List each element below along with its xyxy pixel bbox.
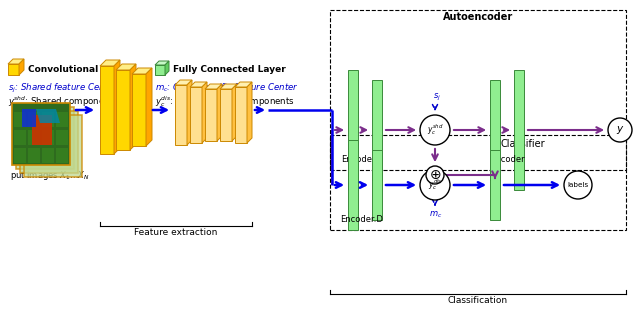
Text: Feature extraction: Feature extraction	[134, 228, 218, 237]
Polygon shape	[187, 80, 192, 145]
Text: Classification: Classification	[448, 296, 508, 305]
Polygon shape	[12, 103, 70, 165]
Text: $y$: $y$	[616, 124, 624, 136]
Polygon shape	[372, 150, 382, 220]
Text: $m_c$: Class specific feature Center: $m_c$: Class specific feature Center	[155, 82, 299, 94]
FancyBboxPatch shape	[42, 112, 54, 127]
Text: $s_j$: $s_j$	[433, 92, 441, 103]
Polygon shape	[114, 60, 120, 154]
Polygon shape	[130, 64, 136, 150]
Polygon shape	[220, 89, 232, 141]
Polygon shape	[175, 85, 187, 145]
Polygon shape	[36, 109, 60, 123]
FancyBboxPatch shape	[28, 130, 40, 145]
Polygon shape	[8, 59, 24, 64]
Text: put images $X_1 \ldots X_N$: put images $X_1 \ldots X_N$	[10, 169, 90, 182]
Polygon shape	[32, 115, 52, 145]
Polygon shape	[16, 107, 74, 169]
Text: Autoencoder: Autoencoder	[443, 12, 513, 22]
Text: $s_j$: Shared feature Center: $s_j$: Shared feature Center	[8, 82, 119, 95]
Text: Classifier: Classifier	[500, 139, 545, 149]
FancyBboxPatch shape	[56, 130, 68, 145]
Polygon shape	[22, 109, 36, 127]
Polygon shape	[24, 115, 82, 177]
Text: Decoder: Decoder	[489, 155, 525, 164]
Polygon shape	[490, 150, 500, 220]
Polygon shape	[146, 68, 152, 146]
Polygon shape	[100, 60, 120, 66]
Polygon shape	[19, 59, 24, 75]
FancyBboxPatch shape	[42, 130, 54, 145]
Polygon shape	[190, 87, 202, 143]
Polygon shape	[116, 64, 136, 70]
Text: $y_c^{dis}$: $y_c^{dis}$	[428, 178, 442, 192]
Polygon shape	[372, 80, 382, 180]
Text: Encoder.D: Encoder.D	[340, 215, 383, 224]
Text: $m_c$: $m_c$	[429, 210, 443, 220]
Polygon shape	[8, 64, 19, 75]
Polygon shape	[247, 82, 252, 143]
Circle shape	[420, 170, 450, 200]
Text: $y_c^{dis}$: Discriminative components: $y_c^{dis}$: Discriminative components	[155, 95, 295, 110]
Polygon shape	[132, 74, 146, 146]
Polygon shape	[190, 82, 207, 87]
Polygon shape	[100, 66, 114, 154]
FancyBboxPatch shape	[42, 148, 54, 163]
Polygon shape	[217, 84, 222, 141]
FancyBboxPatch shape	[56, 112, 68, 127]
FancyBboxPatch shape	[28, 112, 40, 127]
FancyBboxPatch shape	[56, 148, 68, 163]
Polygon shape	[155, 61, 169, 65]
Polygon shape	[202, 82, 207, 143]
Polygon shape	[205, 84, 222, 89]
Polygon shape	[232, 84, 237, 141]
Polygon shape	[220, 84, 237, 89]
Circle shape	[426, 166, 444, 184]
Text: $\oplus$: $\oplus$	[429, 168, 441, 182]
Polygon shape	[116, 70, 130, 150]
Polygon shape	[132, 68, 152, 74]
FancyBboxPatch shape	[14, 112, 26, 127]
Polygon shape	[175, 80, 192, 85]
Circle shape	[564, 171, 592, 199]
Circle shape	[608, 118, 632, 142]
Polygon shape	[490, 80, 500, 180]
Polygon shape	[514, 70, 524, 190]
Text: Encoder.S: Encoder.S	[341, 155, 383, 164]
FancyBboxPatch shape	[14, 130, 26, 145]
Polygon shape	[155, 65, 165, 75]
Text: labels: labels	[568, 182, 589, 188]
Polygon shape	[165, 61, 169, 75]
Polygon shape	[235, 82, 252, 87]
Text: $y_c^{shd}$: Shared components: $y_c^{shd}$: Shared components	[8, 95, 118, 110]
Polygon shape	[20, 111, 78, 173]
FancyBboxPatch shape	[14, 148, 26, 163]
Text: Fully Connected Layer: Fully Connected Layer	[173, 64, 285, 74]
Text: $y_c^{shd}$: $y_c^{shd}$	[427, 122, 444, 138]
Text: Convolutional Layer: Convolutional Layer	[28, 64, 129, 74]
FancyBboxPatch shape	[28, 148, 40, 163]
Polygon shape	[235, 87, 247, 143]
Polygon shape	[205, 89, 217, 141]
Polygon shape	[348, 70, 358, 190]
Polygon shape	[348, 140, 358, 230]
Circle shape	[420, 115, 450, 145]
